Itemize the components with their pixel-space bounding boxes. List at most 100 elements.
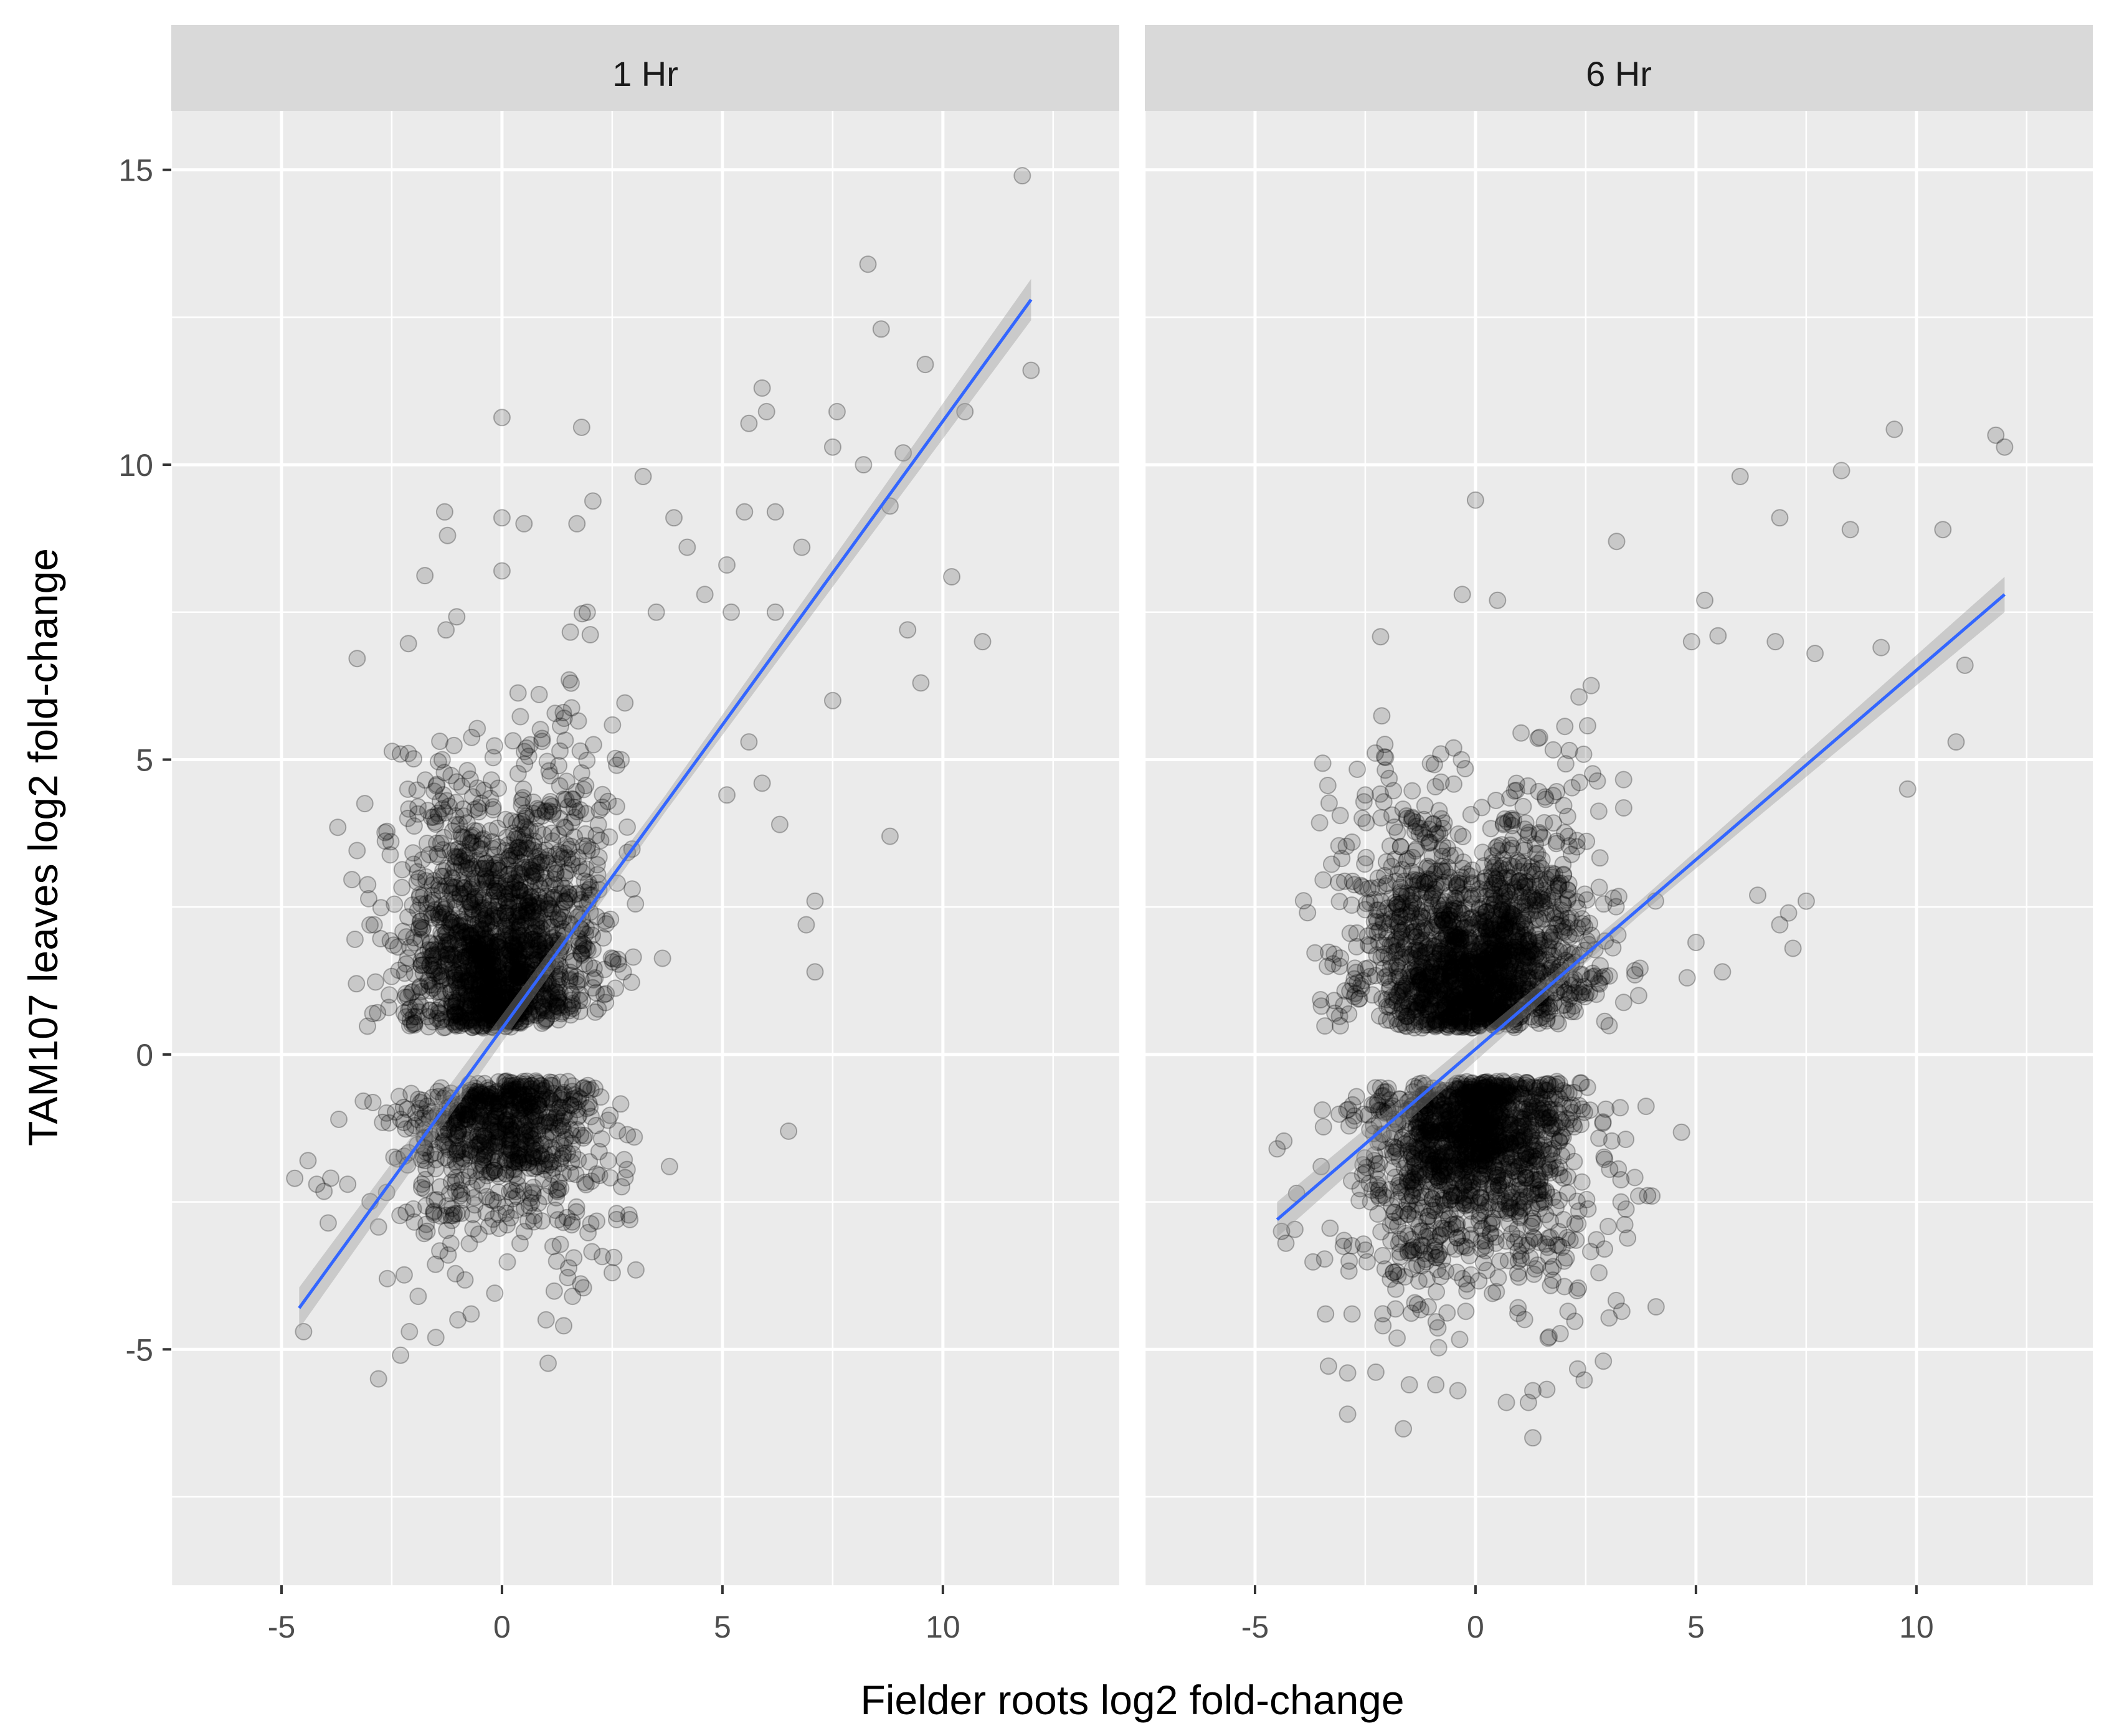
data-point bbox=[627, 1261, 645, 1279]
data-point bbox=[455, 913, 473, 931]
data-point bbox=[1436, 1011, 1454, 1029]
data-point bbox=[430, 908, 448, 926]
data-point bbox=[551, 742, 569, 760]
data-point bbox=[448, 992, 466, 1010]
data-point bbox=[476, 925, 494, 943]
x-tick-label: 10 bbox=[926, 1610, 960, 1644]
data-point bbox=[1503, 817, 1521, 835]
data-point bbox=[482, 1018, 500, 1036]
data-point bbox=[443, 995, 461, 1013]
data-point bbox=[486, 880, 505, 898]
data-point bbox=[431, 1005, 449, 1023]
data-point bbox=[475, 1019, 493, 1037]
data-point bbox=[1530, 1014, 1548, 1032]
data-point bbox=[489, 957, 507, 974]
data-point bbox=[510, 842, 528, 860]
data-point bbox=[422, 894, 440, 911]
data-point bbox=[1446, 899, 1464, 918]
data-point bbox=[484, 840, 501, 858]
data-point bbox=[405, 1015, 423, 1033]
data-point bbox=[419, 904, 437, 922]
data-point bbox=[400, 1322, 419, 1340]
data-point bbox=[457, 923, 475, 941]
data-point bbox=[485, 1004, 502, 1022]
data-point bbox=[1314, 871, 1332, 889]
data-point bbox=[537, 1311, 555, 1329]
panel-1hr-x-axis: -5 0 5 10 bbox=[268, 1585, 960, 1644]
data-point bbox=[460, 949, 478, 967]
data-point bbox=[538, 1010, 556, 1027]
data-point bbox=[489, 874, 507, 892]
data-point bbox=[511, 708, 529, 726]
data-point bbox=[480, 974, 498, 992]
data-point bbox=[457, 923, 475, 941]
data-point bbox=[526, 849, 544, 867]
data-point bbox=[521, 878, 539, 896]
data-point bbox=[678, 538, 696, 556]
data-point bbox=[1591, 957, 1609, 975]
data-point bbox=[448, 974, 466, 992]
data-point bbox=[458, 915, 476, 933]
data-point bbox=[533, 733, 551, 751]
data-point bbox=[414, 919, 432, 937]
data-point bbox=[497, 1204, 515, 1222]
data-point bbox=[1360, 959, 1378, 977]
data-point bbox=[604, 716, 622, 734]
data-point bbox=[1358, 1253, 1376, 1271]
data-point bbox=[539, 1354, 557, 1372]
data-point bbox=[546, 865, 564, 883]
data-point bbox=[381, 846, 399, 864]
data-point bbox=[584, 979, 602, 997]
data-point bbox=[462, 992, 480, 1010]
data-point bbox=[410, 870, 428, 887]
data-point bbox=[545, 1282, 563, 1300]
data-point bbox=[497, 996, 515, 1014]
data-point bbox=[348, 842, 366, 860]
data-point bbox=[509, 942, 528, 960]
data-point bbox=[566, 809, 584, 827]
data-point bbox=[1430, 982, 1448, 1000]
data-point bbox=[464, 1220, 482, 1238]
data-point bbox=[500, 865, 518, 883]
data-point bbox=[1365, 923, 1383, 941]
data-point bbox=[546, 876, 564, 894]
data-point bbox=[1388, 823, 1406, 842]
data-point bbox=[471, 1115, 489, 1133]
data-point bbox=[1607, 898, 1625, 916]
data-point bbox=[515, 515, 533, 533]
data-point bbox=[566, 828, 584, 846]
data-point bbox=[482, 997, 500, 1015]
data-point bbox=[1373, 707, 1391, 725]
data-point bbox=[1578, 832, 1596, 850]
data-point bbox=[405, 929, 423, 947]
data-point bbox=[455, 936, 472, 954]
data-point bbox=[770, 815, 789, 833]
data-point bbox=[442, 767, 460, 784]
data-point bbox=[597, 985, 615, 1003]
data-point bbox=[537, 900, 555, 918]
data-point bbox=[463, 1018, 481, 1036]
data-point bbox=[1614, 994, 1633, 1012]
data-point bbox=[1563, 845, 1580, 863]
data-point bbox=[399, 744, 417, 762]
data-point bbox=[428, 935, 446, 953]
data-point bbox=[1403, 782, 1421, 800]
data-point bbox=[404, 896, 422, 914]
data-point bbox=[528, 800, 546, 818]
data-point bbox=[460, 1235, 478, 1253]
data-point bbox=[339, 1175, 357, 1193]
data-point bbox=[455, 1003, 473, 1022]
data-point bbox=[1462, 805, 1480, 823]
data-point bbox=[423, 960, 441, 979]
data-point bbox=[1473, 994, 1491, 1012]
data-point bbox=[516, 969, 534, 987]
data-point bbox=[536, 1187, 554, 1205]
data-point bbox=[526, 945, 543, 963]
data-point bbox=[1548, 832, 1566, 850]
data-point bbox=[451, 885, 469, 903]
data-point bbox=[1355, 1235, 1373, 1253]
data-point bbox=[445, 1003, 463, 1021]
data-point bbox=[468, 926, 486, 944]
data-point bbox=[514, 780, 533, 798]
data-point bbox=[1314, 1118, 1332, 1136]
